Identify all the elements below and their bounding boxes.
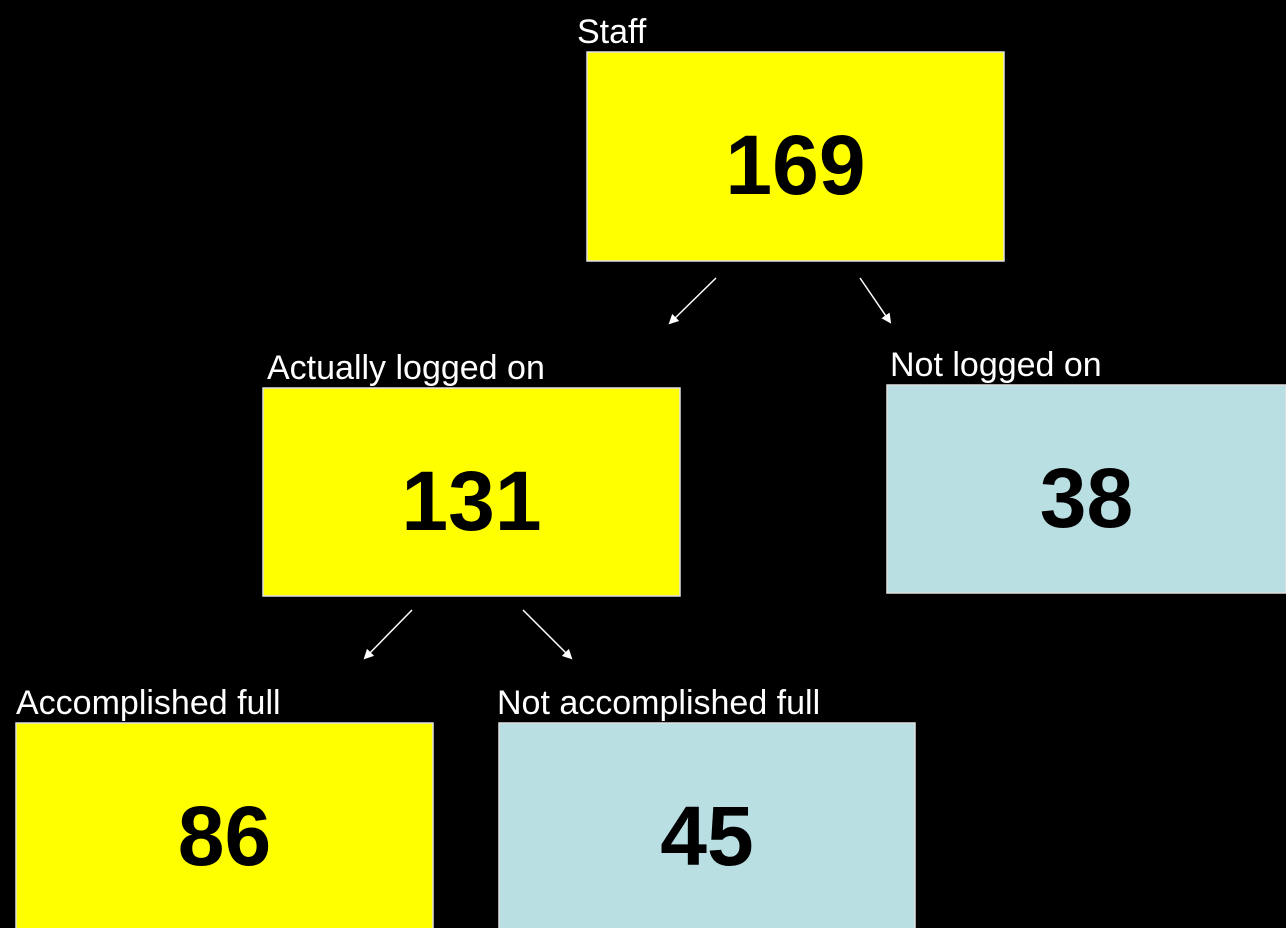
node-label: Accomplished full: [16, 684, 281, 722]
node-label: Staff: [577, 13, 647, 51]
node-box: [586, 51, 1005, 262]
node-label: Not accomplished full: [497, 684, 820, 722]
arrow: [522, 609, 573, 660]
node-label: Actually logged on: [267, 349, 545, 387]
arrow: [859, 277, 892, 324]
node-value: 45: [660, 789, 753, 883]
node-box: [262, 387, 681, 597]
arrow: [668, 277, 717, 325]
node-value: 86: [178, 789, 271, 883]
node-value: 169: [725, 118, 865, 212]
nodes: Staff 169 Actually logged on 131 Not logged …: [15, 13, 1286, 928]
node-value: 38: [1040, 451, 1133, 545]
node-box: [15, 722, 434, 928]
node-label: Not logged on: [890, 346, 1102, 384]
node-box: [886, 384, 1286, 594]
node-value: 131: [401, 454, 541, 548]
node-box: [498, 722, 916, 928]
arrow: [363, 609, 413, 660]
